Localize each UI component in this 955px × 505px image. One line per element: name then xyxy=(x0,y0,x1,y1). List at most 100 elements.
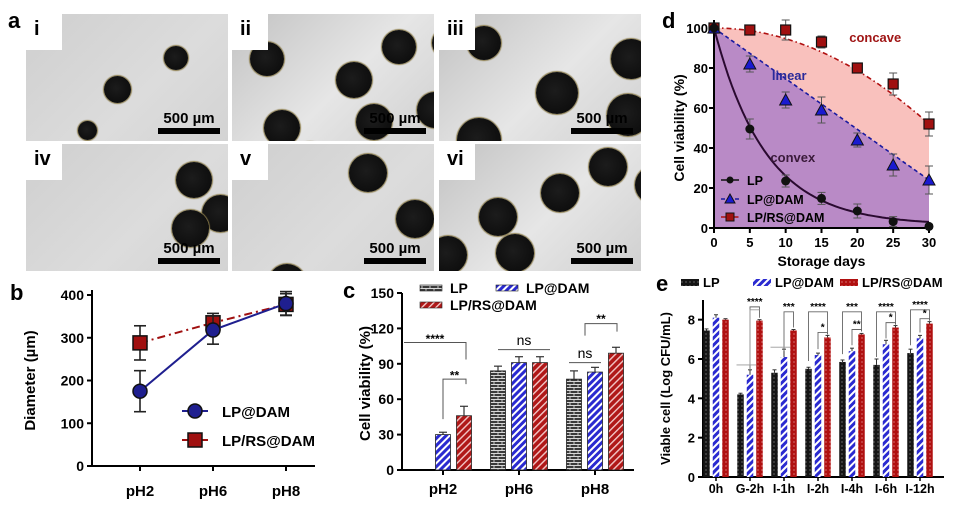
significance-bracket xyxy=(851,329,862,346)
x-tick-label: pH6 xyxy=(199,483,227,500)
micrograph-label: i xyxy=(26,14,62,50)
legend-label: LP/RS@DAM xyxy=(450,297,537,313)
legend-swatch xyxy=(419,301,443,309)
microsphere xyxy=(541,174,579,212)
data-point xyxy=(817,193,826,203)
bar-LP/RS@DAM-I-2h xyxy=(824,337,831,477)
significance-bracket xyxy=(808,311,828,361)
significance-bracket xyxy=(876,311,896,358)
significance-label: **** xyxy=(810,302,826,313)
bar-LP@DAM-0h xyxy=(712,317,720,477)
y-tick-label: 30 xyxy=(378,427,394,443)
bar-LP-I-4h xyxy=(839,361,846,477)
microsphere xyxy=(349,154,387,192)
x-tick-label: 0 xyxy=(710,235,717,250)
bar-LP-0h xyxy=(703,330,710,477)
data-point xyxy=(745,124,755,134)
data-point xyxy=(851,62,863,74)
region-label-concave: concave xyxy=(849,30,901,45)
bar-LP/RS@DAM-I-1h xyxy=(790,330,797,477)
bar-LP/RS@DAM-I-12h xyxy=(926,323,933,477)
significance-bracket xyxy=(910,309,930,346)
bar-LP/RS@DAM-I-4h xyxy=(858,334,865,477)
linear-region-fill xyxy=(714,28,929,228)
scale-bar-line xyxy=(571,258,633,264)
significance-bracket xyxy=(404,342,467,360)
significance-bracket xyxy=(885,322,896,339)
data-point xyxy=(778,92,793,106)
legend-marker xyxy=(187,432,203,448)
significance-bracket xyxy=(919,318,930,333)
scale-bar-label: 500 µm xyxy=(163,110,215,127)
legend-label: LP xyxy=(450,280,468,296)
legend-swatch xyxy=(753,279,771,286)
scale-bar-label: 500 µm xyxy=(576,240,628,257)
significance-bracket xyxy=(442,378,467,420)
y-axis-label: Diameter (µm) xyxy=(22,330,39,430)
microsphere xyxy=(432,28,434,58)
significance-label: **** xyxy=(912,300,928,311)
x-tick-label: 15 xyxy=(814,235,828,250)
y-tick-label: 0 xyxy=(76,458,84,474)
data-point xyxy=(742,56,757,70)
legend-label: LP xyxy=(703,275,720,290)
significance-label: * xyxy=(889,313,893,324)
x-tick-label: 10 xyxy=(778,235,792,250)
x-tick-label: 20 xyxy=(850,235,864,250)
microsphere xyxy=(336,62,372,98)
micrograph-label: iv xyxy=(26,144,62,180)
x-tick-label: I-12h xyxy=(905,482,934,496)
scale-bar-label: 500 µm xyxy=(369,110,421,127)
x-tick-label: I-2h xyxy=(807,482,829,496)
micrograph-label: iii xyxy=(439,14,475,50)
y-tick-label: 60 xyxy=(378,391,394,407)
bar-LP@DAM-pH8 xyxy=(587,371,603,471)
data-point xyxy=(923,118,935,130)
microsphere xyxy=(479,198,517,236)
y-tick-label: 150 xyxy=(371,285,395,301)
scale-bar-line xyxy=(158,128,220,134)
bar-LP@DAM-I-1h xyxy=(780,357,788,477)
data-point xyxy=(924,221,934,231)
micrograph-label: vi xyxy=(439,144,475,180)
microsphere xyxy=(268,264,306,271)
microsphere xyxy=(589,148,627,186)
y-tick-label: 120 xyxy=(371,320,395,336)
x-tick-label: G-2h xyxy=(736,482,764,496)
microsphere xyxy=(164,46,188,70)
y-tick-label: 100 xyxy=(686,21,708,36)
bar-LP/RS@DAM-pH6 xyxy=(532,362,548,471)
significance-label: * xyxy=(821,322,825,333)
legend-marker xyxy=(726,176,734,184)
y-tick-label: 60 xyxy=(694,101,708,116)
microsphere xyxy=(382,30,416,64)
legend-swatch xyxy=(419,284,443,292)
legend-swatch xyxy=(495,284,519,292)
bar-LP@DAM-I-12h xyxy=(916,338,924,477)
bar-LP@DAM-I-4h xyxy=(848,351,856,477)
bar-LP-pH8 xyxy=(566,378,582,471)
y-tick-label: 0 xyxy=(386,462,394,478)
legend-label: LP@DAM xyxy=(222,404,290,421)
legend-label: LP@DAM xyxy=(775,275,834,290)
micrograph-label: ii xyxy=(232,14,268,50)
legend-swatch xyxy=(840,279,858,286)
y-tick-label: 40 xyxy=(694,141,708,156)
significance-label: **** xyxy=(747,297,763,308)
x-axis-label: Storage days xyxy=(778,253,866,269)
legend-label: LP/RS@DAM xyxy=(222,433,315,450)
region-label-convex: convex xyxy=(770,150,816,165)
micrograph-iii: iii 500 µm xyxy=(439,14,641,141)
scale-bar: 500 µm xyxy=(364,240,426,264)
scale-bar-line xyxy=(364,258,426,264)
legend-label: LP@DAM xyxy=(747,193,804,207)
bar-LP@DAM-G-2h xyxy=(746,374,754,477)
scale-bar: 500 µm xyxy=(571,110,633,134)
scale-bar: 500 µm xyxy=(364,110,426,134)
microsphere xyxy=(536,72,578,114)
bar-LP@DAM-pH6 xyxy=(511,362,527,471)
scale-bar: 500 µm xyxy=(158,240,220,264)
legend-label: LP/RS@DAM xyxy=(747,211,824,225)
data-point xyxy=(744,24,756,36)
